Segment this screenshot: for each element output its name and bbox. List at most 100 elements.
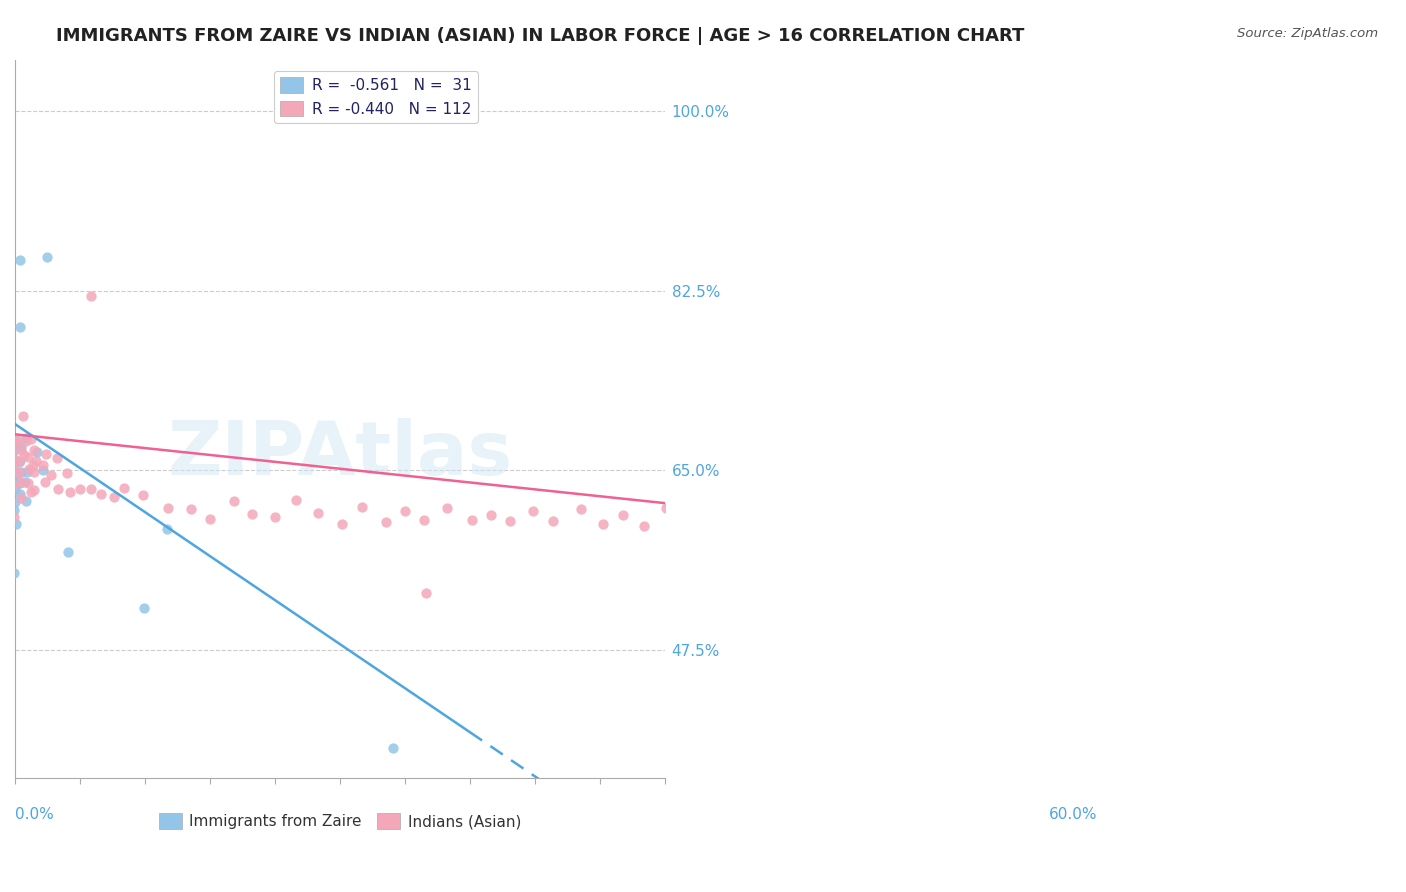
Point [180,501,202,516]
Point [499,514,522,528]
Point [3,502,25,516]
Point [59,484,82,499]
Point [69,483,91,497]
Point [13,409,35,424]
Point [412,513,434,527]
Point [3,467,25,481]
Point [4,495,27,509]
Point [31,458,53,473]
Point [22,465,45,479]
Point [3,509,25,524]
Point [10,440,32,454]
Point [8,487,31,501]
Point [27,445,49,459]
Point [17,461,39,475]
Text: Source: ZipAtlas.com: Source: ZipAtlas.com [1237,27,1378,40]
Point [156,500,179,515]
Point [14,434,37,448]
Point [32,463,55,477]
Point [612,508,634,522]
Legend: Immigrants from Zaire, Indians (Asian): Immigrants from Zaire, Indians (Asian) [152,807,527,835]
Text: ZIPAtlas: ZIPAtlas [167,418,512,491]
Point [543,514,565,528]
Point [8,475,31,490]
Point [285,493,308,508]
Point [80,482,103,496]
Point [80,289,103,303]
Point [3,461,25,475]
Point [17,475,39,490]
Point [3,442,25,456]
Point [592,517,614,532]
Point [34,475,56,490]
Point [382,741,405,756]
Point [3,465,25,479]
Point [222,493,245,508]
Point [4,470,27,484]
Point [3,451,25,466]
Point [394,504,416,518]
Point [4,440,27,454]
Point [522,504,544,518]
Point [3,566,25,581]
Point [25,454,48,468]
Point [10,491,32,505]
Point [3,435,25,450]
Point [7,433,30,447]
Text: 0.0%: 0.0% [15,807,53,822]
Point [132,487,155,501]
Point [240,507,263,521]
Point [13,448,35,462]
Point [10,465,32,479]
Point [436,500,458,515]
Point [90,487,112,501]
Point [633,518,655,533]
Point [479,508,502,522]
Point [22,483,45,498]
Point [350,500,373,514]
Point [10,442,32,457]
Point [14,475,37,489]
Point [415,586,437,600]
Point [4,482,27,496]
Point [4,433,27,447]
Point [35,447,58,461]
Point [22,442,45,457]
Point [10,252,32,267]
Point [22,458,45,472]
Point [46,450,69,465]
Point [15,465,38,479]
Point [156,522,179,536]
Point [8,454,31,468]
Point [307,506,329,520]
Point [461,513,484,527]
Point [15,494,38,508]
Point [56,545,79,559]
Point [56,466,79,480]
Point [3,478,25,492]
Point [112,481,135,495]
Point [198,511,221,525]
Point [10,319,32,334]
Point [46,482,69,496]
Point [4,516,27,531]
Point [10,475,32,489]
Text: 60.0%: 60.0% [1049,807,1098,822]
Point [264,510,287,524]
Point [7,466,30,480]
Point [15,431,38,445]
Point [20,484,42,499]
Point [134,600,156,615]
Point [17,450,39,464]
Point [4,472,27,486]
Point [330,516,353,531]
Point [569,502,592,516]
Text: IMMIGRANTS FROM ZAIRE VS INDIAN (ASIAN) IN LABOR FORCE | AGE > 16 CORRELATION CH: IMMIGRANTS FROM ZAIRE VS INDIAN (ASIAN) … [56,27,1025,45]
Point [375,516,398,530]
Point [20,432,42,446]
Point [4,452,27,467]
Point [655,501,678,516]
Point [39,467,62,482]
Point [3,442,25,457]
Point [0,445,22,459]
